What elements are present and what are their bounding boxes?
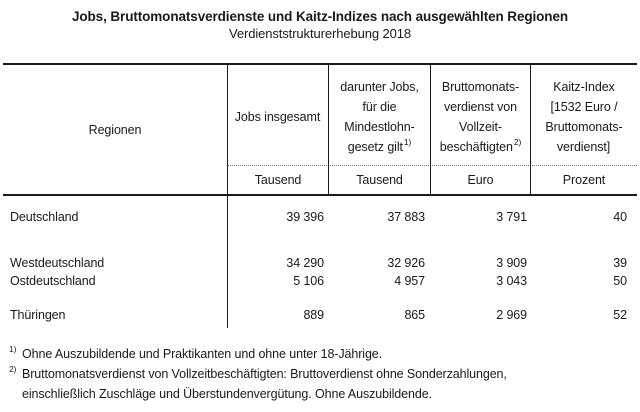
header-jobs-total: Jobs insgesamt — [228, 66, 328, 165]
unit-jobs-minwage: Tausend — [356, 173, 403, 187]
header-gross-monthly-footnote-mark: 2) — [513, 136, 522, 147]
row-gross-monthly-value: 2 969 — [496, 308, 527, 322]
page-subtitle: Verdienststrukturerhebung 2018 — [228, 26, 411, 41]
footnote-2: 2) Bruttomonatsverdienst von Vollzeitbesc… — [9, 364, 507, 401]
unit-gross-monthly: Euro — [467, 173, 494, 187]
header-jobs-minwage-label: darunter Jobs, für die Mindestlohn- gese… — [340, 79, 419, 154]
header-jobs-minwage: darunter Jobs, für die Mindestlohn- gese… — [329, 66, 430, 165]
header-jobs-total-label: Jobs insgesamt — [234, 109, 321, 124]
table-row: Deutschland 39 396 37 883 3 791 40 — [0, 209, 640, 225]
footnote-1: 1) Ohne Auszubildende und Praktikanten un… — [9, 344, 383, 361]
row-jobs-total-value: 34 290 — [286, 256, 324, 270]
row-region-label: Deutschland — [10, 210, 79, 224]
row-jobs-minwage-value: 32 926 — [387, 256, 425, 270]
table-row: Ostdeutschland 5 106 4 957 3 043 50 — [0, 273, 640, 289]
row-region-label: Thüringen — [10, 308, 66, 322]
row-gross-monthly-value: 3 043 — [496, 274, 527, 288]
table-row: Thüringen 889 865 2 969 52 — [0, 307, 640, 323]
row-jobs-minwage-value: 37 883 — [387, 210, 425, 224]
row-gross-monthly-value: 3 791 — [496, 210, 527, 224]
row-jobs-total-value: 889 — [303, 308, 324, 322]
row-kaitz-index-value: 39 — [613, 256, 627, 270]
header-regionen: Regionen — [88, 122, 142, 137]
table-units-divider-rule — [228, 165, 637, 167]
row-jobs-minwage-value: 865 — [404, 308, 425, 322]
row-region-label: Ostdeutschland — [10, 274, 96, 288]
column-divider-3 — [530, 63, 531, 195]
column-divider-2 — [430, 63, 431, 195]
unit-jobs-total: Tausend — [254, 173, 302, 187]
row-kaitz-index-value: 52 — [613, 308, 627, 322]
column-divider-regionen — [227, 63, 228, 328]
header-gross-monthly-label: Bruttomonats- verdienst von Vollzeit- be… — [439, 79, 520, 154]
table-header-bottom-rule — [3, 194, 637, 196]
row-region-label: Westdeutschland — [10, 256, 105, 270]
header-kaitz-index: Kaitz-Index [1532 Euro / Bruttomonats- v… — [531, 66, 637, 165]
table-row: Westdeutschland 34 290 32 926 3 909 39 — [0, 255, 640, 271]
header-gross-monthly: Bruttomonats- verdienst von Vollzeit- be… — [431, 66, 530, 165]
header-jobs-minwage-footnote-mark: 1) — [403, 136, 412, 147]
table-top-rule — [3, 63, 637, 65]
row-jobs-minwage-value: 4 957 — [394, 274, 425, 288]
row-kaitz-index-value: 50 — [613, 274, 627, 288]
unit-kaitz-index: Prozent — [562, 173, 606, 187]
row-kaitz-index-value: 40 — [613, 210, 627, 224]
row-jobs-total-value: 39 396 — [286, 210, 324, 224]
footnote-2-text: Bruttomonatsverdienst von Vollzeitbeschä… — [22, 367, 507, 401]
header-kaitz-index-label: Kaitz-Index [1532 Euro / Bruttomonats- v… — [545, 79, 623, 154]
row-jobs-total-value: 5 106 — [293, 274, 324, 288]
footnote-1-text: Ohne Auszubildende und Praktikanten und … — [22, 347, 383, 361]
column-divider-1 — [328, 63, 329, 195]
page-title: Jobs, Bruttomonatsverdienste und Kaitz-I… — [71, 9, 569, 24]
row-gross-monthly-value: 3 909 — [496, 256, 527, 270]
